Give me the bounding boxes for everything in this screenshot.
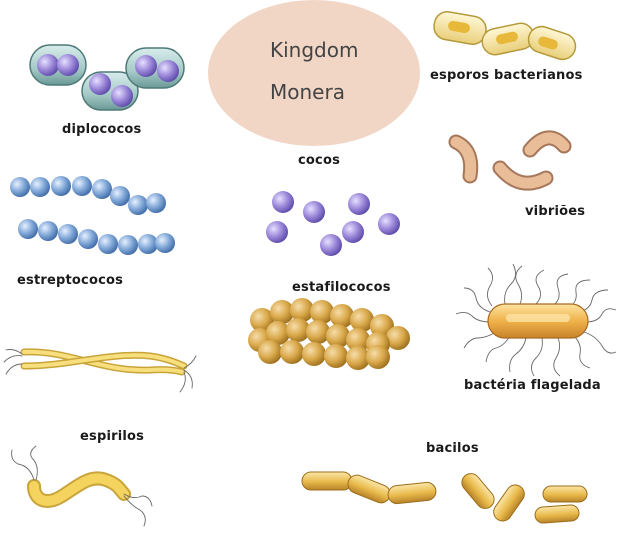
label-bacilos: bacilos xyxy=(426,441,479,456)
title-circle xyxy=(208,0,420,146)
label-estreptococos: estreptococos xyxy=(17,273,124,288)
staphylococci-illustration xyxy=(248,298,410,370)
label-flagelada: bactéria flagelada xyxy=(464,378,601,393)
title-line-1: Kingdom xyxy=(270,38,359,62)
label-cocos: cocos xyxy=(298,153,341,168)
label-esporos: esporos bacterianos xyxy=(430,68,583,83)
label-espirilos: espirilos xyxy=(80,429,145,444)
flagellated-bacterium-body xyxy=(487,303,589,339)
title-line-2: Monera xyxy=(270,80,345,104)
label-diplococos: diplococos xyxy=(62,122,142,137)
diplococci-illustration xyxy=(29,44,185,111)
label-vibrioes: vibriões xyxy=(525,204,586,219)
bacilli-illustration xyxy=(301,471,588,524)
cocci-illustration xyxy=(266,191,400,256)
spirilla-illustration xyxy=(3,348,197,527)
flagellated-bacterium-illustration xyxy=(455,263,617,377)
vibrios-illustration xyxy=(448,130,572,191)
streptococci-illustration xyxy=(10,176,175,255)
label-estafilococos: estafilococos xyxy=(292,280,391,295)
spores-illustration xyxy=(433,11,577,61)
